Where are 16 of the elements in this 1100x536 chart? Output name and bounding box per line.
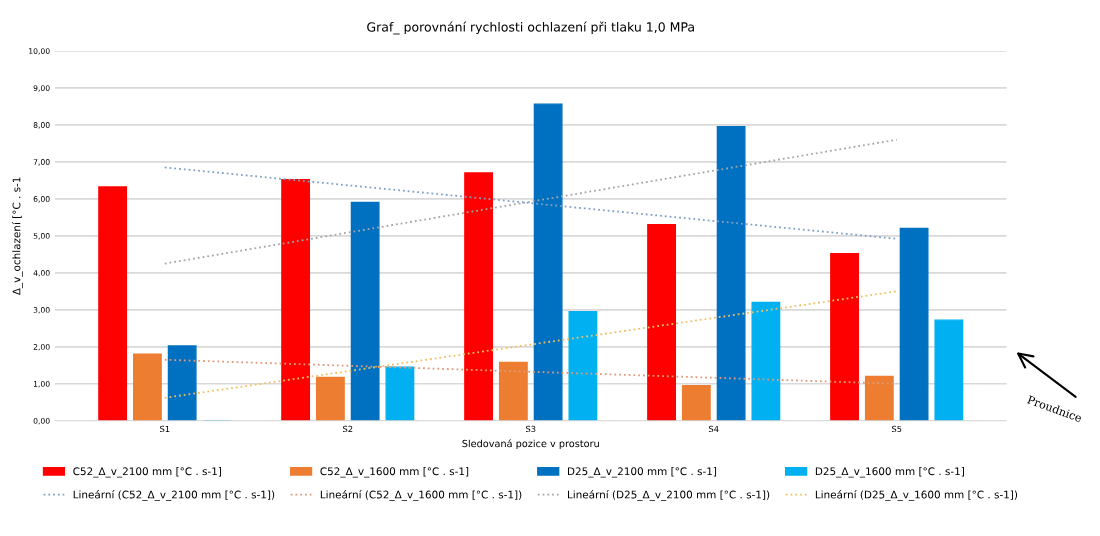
- x-tick-label: S1: [160, 425, 170, 433]
- chart-title: Graf_ porovnání rychlosti ochlazení při tlaku 1,0 MPa: [367, 21, 694, 35]
- legend-label: D25_Δ_v_1600 mm [°C . s-1]: [815, 467, 964, 478]
- legend-label: Lineární (D25_Δ_v_1600 mm [°C . s-1]): [815, 489, 1018, 501]
- legend-label: Lineární (C52_Δ_v_2100 mm [°C . s-1]): [73, 489, 275, 501]
- legend-label: Lineární (D25_Δ_v_2100 mm [°C . s-1]): [568, 489, 770, 501]
- legend-label: C52_Δ_v_1600 mm [°C . s-1]: [320, 467, 469, 478]
- x-tick-label: S3: [526, 425, 536, 433]
- y-axis-title: Δ_v_ochlazení [°C . s-1: [11, 177, 23, 296]
- legend-label: C52_Δ_v_2100 mm [°C . s-1]: [73, 467, 222, 478]
- x-tick-label: S5: [891, 425, 902, 433]
- legend-label: Lineární (C52_Δ_v_1600 mm [°C . s-1]): [320, 489, 522, 501]
- legend-label: D25_Δ_v_2100 mm [°C . s-1]: [568, 467, 717, 478]
- x-tick-label: S2: [343, 425, 353, 433]
- x-tick-label: S4: [708, 425, 719, 433]
- x-axis-title: Sledovaná pozice v prostoru: [462, 439, 599, 450]
